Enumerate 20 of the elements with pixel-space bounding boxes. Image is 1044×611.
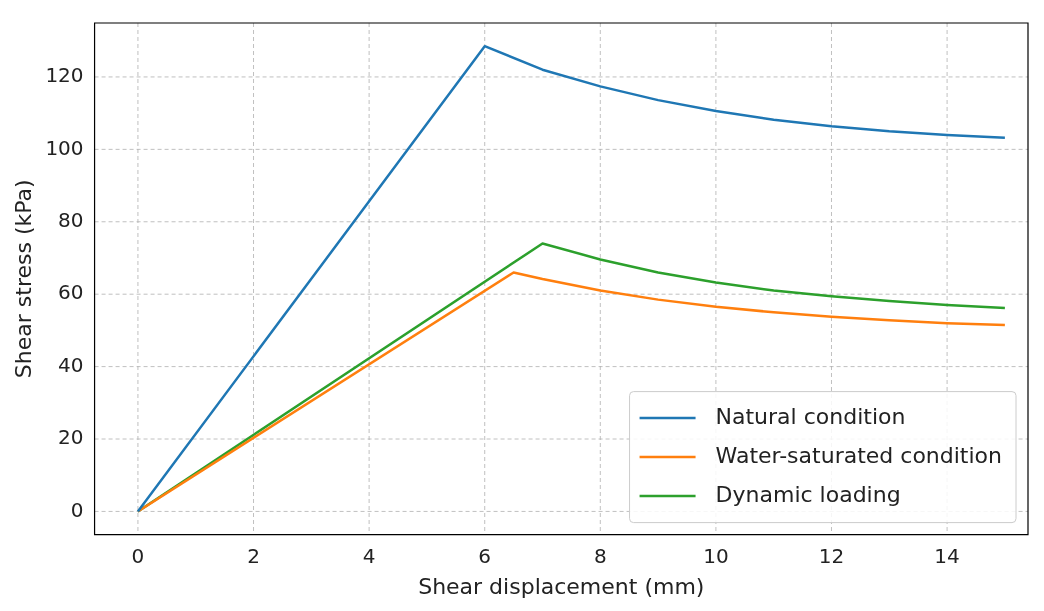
x-tick-label: 2 — [247, 543, 260, 568]
y-tick-label: 60 — [58, 280, 84, 305]
y-tick-label: 120 — [45, 63, 84, 88]
x-tick-label: 10 — [703, 543, 729, 568]
y-tick-label: 100 — [45, 135, 84, 160]
y-tick-label: 0 — [70, 497, 84, 522]
y-tick-label: 80 — [58, 207, 84, 232]
x-tick-label: 0 — [131, 543, 145, 568]
y-tick-label: 20 — [58, 425, 84, 450]
x-axis-title: Shear displacement (mm) — [418, 573, 705, 599]
legend-label: Water-saturated condition — [715, 442, 1003, 468]
x-tick-label: 14 — [934, 543, 960, 568]
y-tick-label: 40 — [58, 352, 84, 377]
legend-label: Natural condition — [715, 403, 906, 429]
x-tick-label: 12 — [818, 543, 845, 568]
x-tick-label: 4 — [362, 543, 376, 568]
legend-label: Dynamic loading — [715, 481, 901, 507]
y-axis-title: Shear stress (kPa) — [10, 179, 36, 379]
x-tick-label: 6 — [478, 543, 492, 568]
x-tick-label: 8 — [593, 543, 607, 568]
